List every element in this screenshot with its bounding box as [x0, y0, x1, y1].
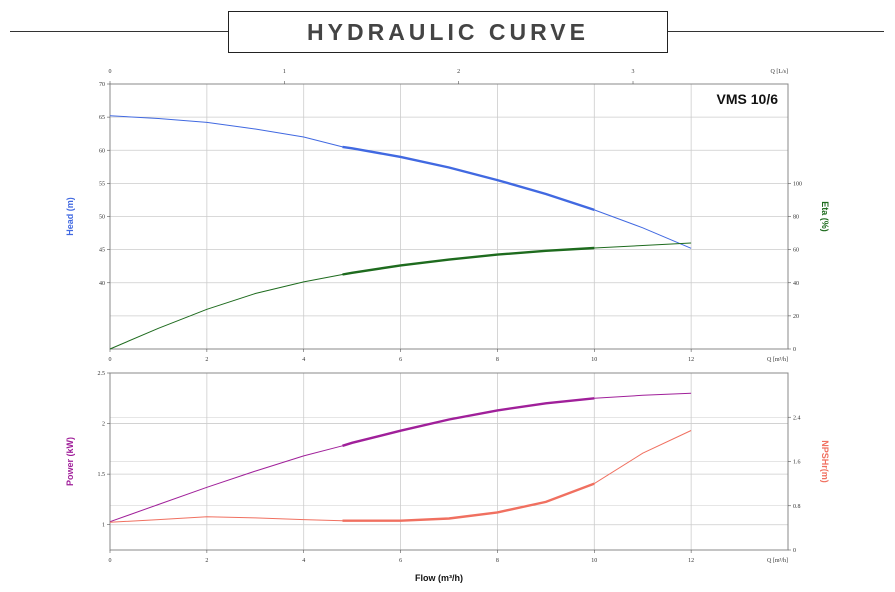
bottom-y-right-tick-label: 2.4 — [793, 415, 801, 421]
top-y-right-tick-label: 60 — [793, 248, 799, 254]
bottom-y-left-tick-label: 1.5 — [98, 472, 106, 478]
top-y-right-tick-label: 100 — [793, 181, 802, 187]
top-y-right-label: Eta (%) — [820, 201, 830, 232]
bottom-y-right-label: NPSHr(m) — [820, 440, 830, 483]
bottom-x-tick-label: 12 — [688, 558, 694, 564]
top-y-left-tick-label: 65 — [99, 115, 105, 121]
top-top-tick-label: 2 — [457, 69, 460, 75]
top-y-left-tick-label: 50 — [99, 215, 105, 221]
top-y-right-tick-label: 40 — [793, 281, 799, 287]
top-y-left-label: Head (m) — [65, 197, 75, 236]
title-box: HYDRAULIC CURVE — [228, 11, 668, 53]
top-x-tick-label: 2 — [205, 357, 208, 363]
top-y-right-tick-label: 80 — [793, 215, 799, 221]
bottom-x-axis-label: Flow (m³/h) — [415, 573, 463, 583]
top-x-tick-label: 6 — [399, 357, 402, 363]
bottom-y-left-tick-label: 2 — [102, 422, 105, 428]
top-y-right-tick-label: 0 — [793, 347, 796, 353]
top-y-right-tick-label: 20 — [793, 314, 799, 320]
top-x-tick-label: 8 — [496, 357, 499, 363]
bottom-x-tick-label: 8 — [496, 558, 499, 564]
top-eta-bep-segment — [342, 246, 595, 276]
bottom-y-right-tick-label: 0.8 — [793, 504, 801, 510]
top-x-tick-label: 0 — [109, 357, 112, 363]
bottom-x-tick-label: 6 — [399, 558, 402, 564]
bottom-x-tick-label: 4 — [302, 558, 305, 564]
top-x-tick-label: 10 — [591, 357, 597, 363]
top-top-tick-label: 1 — [283, 69, 286, 75]
bottom-x-axis-unit: Q [m³/h] — [767, 558, 788, 564]
header-rule-left — [10, 31, 228, 32]
top-y-left-tick-label: 45 — [99, 248, 105, 254]
top-y-left-tick-label: 70 — [99, 82, 105, 88]
bottom-y-right-tick-label: 1.6 — [793, 460, 801, 466]
top-top-axis-unit: Q [L/s] — [771, 69, 789, 75]
top-y-left-tick-label: 55 — [99, 181, 105, 187]
bottom-x-tick-label: 10 — [591, 558, 597, 564]
top-y-left-tick-label: 60 — [99, 148, 105, 154]
top-head-m-bep-segment — [342, 145, 595, 212]
top-top-tick-label: 3 — [632, 69, 635, 75]
bottom-y-left-label: Power (kW) — [65, 437, 75, 486]
bottom-y-left-tick-label: 1 — [102, 523, 105, 529]
top-x-axis-unit: Q [m³/h] — [767, 357, 788, 363]
bottom-y-left-tick-label: 2.5 — [98, 371, 106, 377]
top-top-tick-label: 0 — [109, 69, 112, 75]
bottom-y-right-tick-label: 0 — [793, 548, 796, 554]
top-y-left-tick-label: 40 — [99, 281, 105, 287]
model-label: VMS 10/6 — [717, 91, 779, 107]
top-x-tick-label: 12 — [688, 357, 694, 363]
bottom-x-tick-label: 0 — [109, 558, 112, 564]
bottom-power-kw-bep-segment — [342, 397, 595, 447]
page-title: HYDRAULIC CURVE — [307, 18, 589, 45]
top-x-tick-label: 4 — [302, 357, 305, 363]
bottom-npshr-m-bep-segment — [342, 482, 595, 522]
bottom-x-tick-label: 2 — [205, 558, 208, 564]
header-rule-right — [668, 31, 884, 32]
